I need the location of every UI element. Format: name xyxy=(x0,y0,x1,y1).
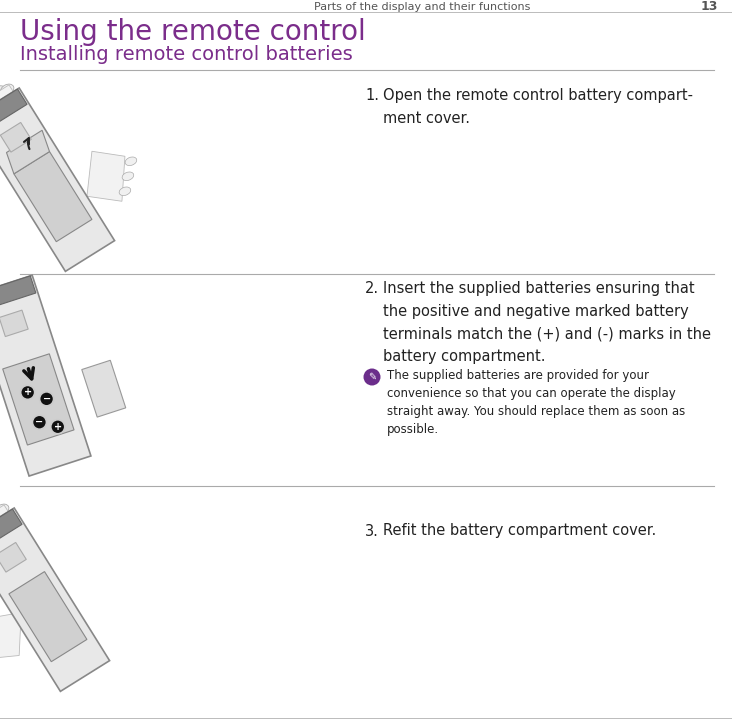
Polygon shape xyxy=(0,542,26,572)
Polygon shape xyxy=(0,89,27,133)
Text: 3.: 3. xyxy=(365,523,379,539)
Circle shape xyxy=(32,415,46,429)
Polygon shape xyxy=(0,88,115,272)
Text: −: − xyxy=(35,417,43,427)
Polygon shape xyxy=(14,152,92,242)
Polygon shape xyxy=(0,85,24,135)
Polygon shape xyxy=(9,571,87,661)
Text: Using the remote control: Using the remote control xyxy=(20,18,366,46)
Polygon shape xyxy=(0,613,21,658)
Text: 1.: 1. xyxy=(365,88,379,103)
Polygon shape xyxy=(0,310,28,337)
Circle shape xyxy=(364,369,381,386)
Polygon shape xyxy=(82,360,126,417)
Ellipse shape xyxy=(125,157,137,166)
Circle shape xyxy=(51,420,64,433)
Polygon shape xyxy=(0,505,19,555)
Polygon shape xyxy=(87,151,125,201)
Ellipse shape xyxy=(1,84,14,95)
Polygon shape xyxy=(0,509,22,553)
Text: Refit the battery compartment cover.: Refit the battery compartment cover. xyxy=(383,523,657,539)
Ellipse shape xyxy=(0,504,9,515)
Polygon shape xyxy=(7,130,50,174)
Ellipse shape xyxy=(122,172,134,181)
Polygon shape xyxy=(0,508,110,691)
Polygon shape xyxy=(0,123,31,152)
Text: The supplied batteries are provided for your
convenience so that you can operate: The supplied batteries are provided for … xyxy=(387,369,685,436)
Text: Open the remote control battery compart-
ment cover.: Open the remote control battery compart-… xyxy=(383,88,693,126)
Ellipse shape xyxy=(0,86,6,97)
Ellipse shape xyxy=(119,187,131,195)
Text: +: + xyxy=(23,388,31,397)
Circle shape xyxy=(40,392,53,406)
Text: 13: 13 xyxy=(701,1,718,14)
Text: Installing remote control batteries: Installing remote control batteries xyxy=(20,44,353,63)
Circle shape xyxy=(20,386,34,399)
Polygon shape xyxy=(0,276,36,312)
Text: +: + xyxy=(53,422,61,432)
Text: 2.: 2. xyxy=(365,281,379,296)
Polygon shape xyxy=(3,354,74,445)
Polygon shape xyxy=(0,275,91,476)
Text: Insert the supplied batteries ensuring that
the positive and negative marked bat: Insert the supplied batteries ensuring t… xyxy=(383,281,711,364)
Text: ✎: ✎ xyxy=(368,372,376,382)
Text: −: − xyxy=(42,394,51,404)
Text: Parts of the display and their functions: Parts of the display and their functions xyxy=(313,2,530,12)
